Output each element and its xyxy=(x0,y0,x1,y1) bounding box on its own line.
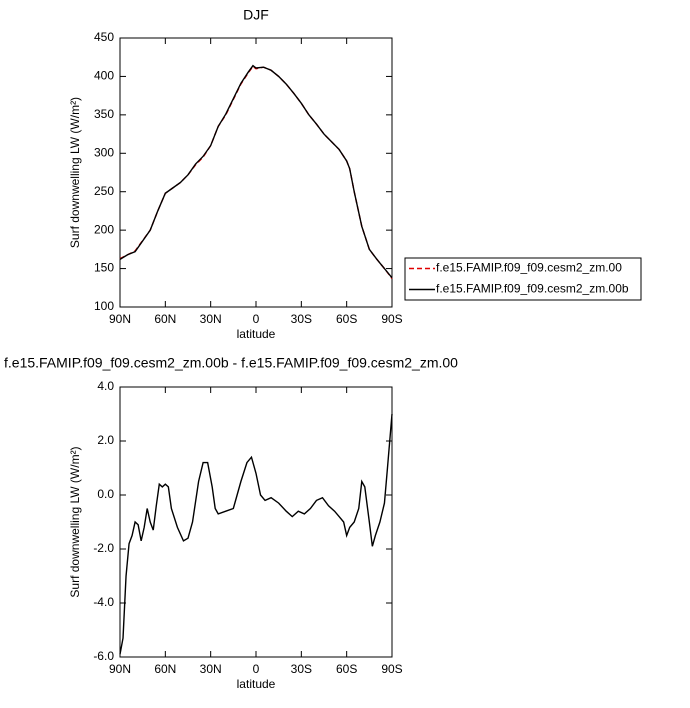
y-tick-label: 300 xyxy=(94,145,114,159)
data-line xyxy=(119,413,393,655)
y-tick-label: 400 xyxy=(94,69,114,83)
x-tick-label: 90N xyxy=(109,662,131,676)
y-axis-label: Surf downwelling LW (W/m²) xyxy=(68,97,82,248)
x-tick-label: 60S xyxy=(336,312,357,326)
plot-frame xyxy=(119,386,393,658)
y-tick-label: -6.0 xyxy=(93,649,114,663)
y-tick-label: 100 xyxy=(94,299,114,313)
y-axis-label: Surf downwelling LW (W/m²) xyxy=(68,446,82,597)
x-tick-label: 30S xyxy=(291,662,312,676)
data-line xyxy=(119,65,393,279)
y-tick-label: 0.0 xyxy=(97,487,114,501)
legend-label: f.e15.FAMIP.f09_f09.cesm2_zm.00 xyxy=(436,261,622,275)
y-tick-label: 350 xyxy=(94,107,114,121)
x-axis-label: latitude xyxy=(237,677,276,691)
x-tick-label: 0 xyxy=(253,662,260,676)
x-tick-label: 60N xyxy=(154,662,176,676)
y-tick-label: -2.0 xyxy=(93,541,114,555)
x-tick-label: 30S xyxy=(291,312,312,326)
x-tick-label: 30N xyxy=(200,312,222,326)
x-tick-label: 60N xyxy=(154,312,176,326)
y-tick-label: 200 xyxy=(94,222,114,236)
plot-frame xyxy=(119,37,393,308)
chart-title: DJF xyxy=(243,7,269,23)
x-tick-label: 90S xyxy=(381,312,402,326)
legend-box xyxy=(404,257,642,301)
y-tick-label: 4.0 xyxy=(97,379,114,393)
x-tick-label: 60S xyxy=(336,662,357,676)
x-tick-label: 30N xyxy=(200,662,222,676)
y-tick-label: 150 xyxy=(94,261,114,275)
x-tick-label: 90S xyxy=(381,662,402,676)
y-tick-label: 2.0 xyxy=(97,433,114,447)
x-axis-label: latitude xyxy=(237,327,276,341)
chart-title: f.e15.FAMIP.f09_f09.cesm2_zm.00b - f.e15… xyxy=(4,355,458,371)
y-tick-label: 450 xyxy=(94,30,114,44)
data-line xyxy=(119,64,393,279)
legend-label: f.e15.FAMIP.f09_f09.cesm2_zm.00b xyxy=(436,282,629,296)
y-tick-label: 250 xyxy=(94,184,114,198)
x-tick-label: 0 xyxy=(253,312,260,326)
y-tick-label: -4.0 xyxy=(93,595,114,609)
x-tick-label: 90N xyxy=(109,312,131,326)
